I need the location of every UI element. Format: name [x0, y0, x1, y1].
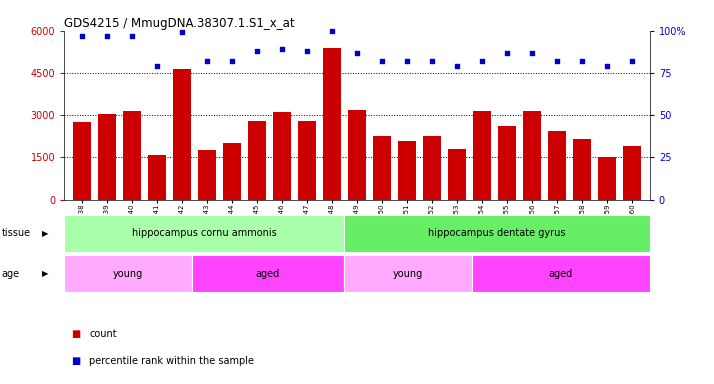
Text: ▶: ▶ — [41, 269, 49, 278]
Point — [626, 58, 638, 64]
Bar — [373, 136, 391, 200]
Point — [526, 50, 538, 56]
Bar — [344, 255, 471, 292]
Bar — [323, 48, 341, 200]
Bar — [348, 109, 366, 200]
Point — [151, 63, 163, 69]
Text: young: young — [393, 268, 423, 279]
Point — [476, 58, 488, 64]
Text: ■: ■ — [71, 329, 81, 339]
Bar — [123, 111, 141, 200]
Text: count: count — [89, 329, 117, 339]
Bar — [248, 121, 266, 200]
Bar — [223, 143, 241, 200]
Bar — [64, 215, 344, 252]
Point — [401, 58, 413, 64]
Point — [301, 48, 313, 54]
Text: percentile rank within the sample: percentile rank within the sample — [89, 356, 254, 366]
Bar — [548, 131, 566, 200]
Point — [451, 63, 463, 69]
Point — [251, 48, 263, 54]
Text: aged: aged — [548, 268, 573, 279]
Point — [601, 63, 613, 69]
Point — [126, 33, 138, 39]
Text: aged: aged — [256, 268, 280, 279]
Point — [426, 58, 438, 64]
Point — [276, 46, 288, 52]
Bar — [148, 155, 166, 200]
Text: tissue: tissue — [1, 228, 31, 238]
Bar — [498, 126, 516, 200]
Text: young: young — [113, 268, 143, 279]
Bar — [298, 121, 316, 200]
Bar — [423, 136, 441, 200]
Bar — [598, 157, 616, 200]
Text: ▶: ▶ — [41, 229, 49, 238]
Bar — [471, 255, 650, 292]
Bar — [73, 122, 91, 200]
Bar — [273, 113, 291, 200]
Bar — [573, 139, 591, 200]
Point — [176, 29, 188, 35]
Bar — [523, 111, 541, 200]
Point — [576, 58, 588, 64]
Text: age: age — [1, 268, 19, 279]
Bar — [191, 255, 344, 292]
Bar — [344, 215, 650, 252]
Point — [101, 33, 113, 39]
Point — [326, 28, 338, 34]
Point — [551, 58, 563, 64]
Bar — [198, 151, 216, 200]
Point — [76, 33, 88, 39]
Bar — [623, 146, 641, 200]
Bar — [64, 255, 191, 292]
Point — [501, 50, 513, 56]
Bar — [473, 111, 491, 200]
Point — [376, 58, 388, 64]
Bar — [98, 114, 116, 200]
Bar — [173, 69, 191, 200]
Point — [201, 58, 213, 64]
Text: hippocampus cornu ammonis: hippocampus cornu ammonis — [132, 228, 276, 238]
Bar — [398, 141, 416, 200]
Point — [226, 58, 238, 64]
Text: ■: ■ — [71, 356, 81, 366]
Text: hippocampus dentate gyrus: hippocampus dentate gyrus — [428, 228, 565, 238]
Bar — [448, 149, 466, 200]
Point — [351, 50, 363, 56]
Text: GDS4215 / MmugDNA.38307.1.S1_x_at: GDS4215 / MmugDNA.38307.1.S1_x_at — [64, 17, 295, 30]
